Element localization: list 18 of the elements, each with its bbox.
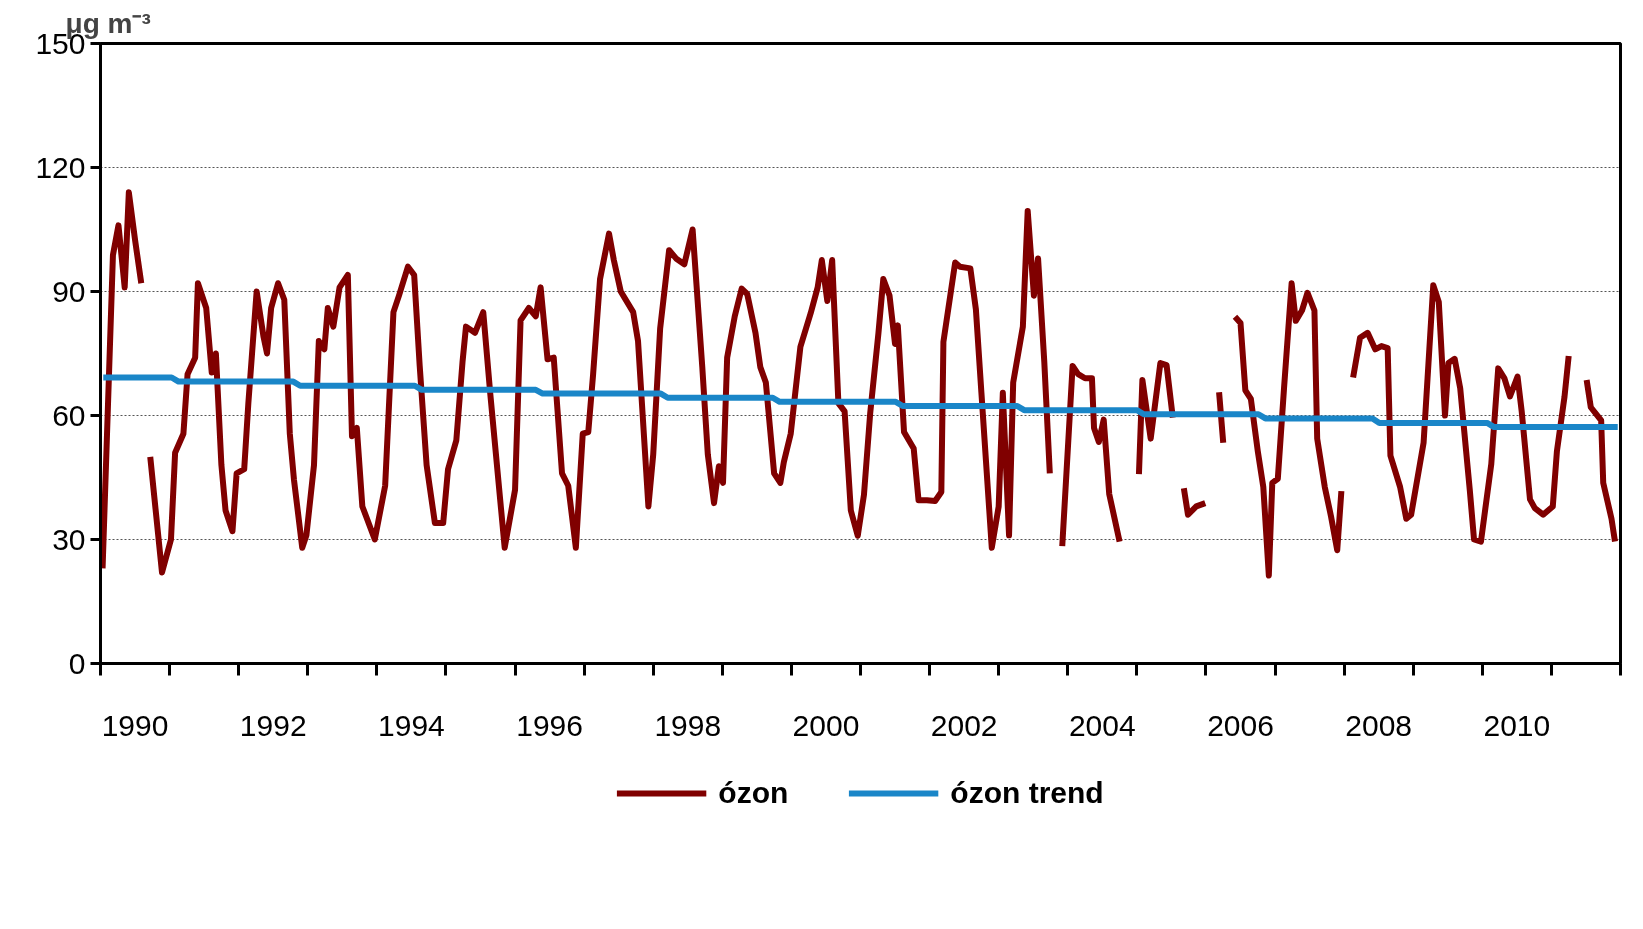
- x-tick-label: 2010: [1483, 708, 1551, 742]
- x-tick-label: 2002: [930, 708, 998, 742]
- y-tick-label: 90: [52, 274, 86, 308]
- y-tick-label: 30: [52, 522, 86, 556]
- x-tick-label: 1996: [516, 708, 583, 742]
- legend-label: ózon trend: [950, 776, 1104, 810]
- y-tick-label: 0: [68, 646, 86, 680]
- x-tick-label: 2008: [1345, 708, 1413, 742]
- x-tick-label: 2000: [792, 708, 860, 742]
- x-tick-label: 1992: [239, 708, 307, 742]
- x-tick-label: 2004: [1068, 708, 1136, 742]
- x-tick-label: 1990: [101, 708, 169, 742]
- x-tick-label: 1994: [378, 708, 445, 742]
- x-tick-label: 2006: [1207, 708, 1274, 742]
- y-tick-label: 120: [35, 150, 86, 184]
- x-tick-label: 1998: [654, 708, 722, 742]
- legend-label: ózon: [718, 776, 789, 810]
- y-tick-label: 60: [52, 398, 86, 432]
